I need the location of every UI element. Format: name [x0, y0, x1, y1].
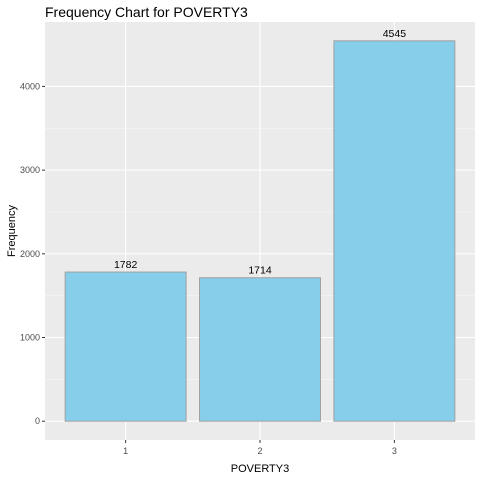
y-tick-label: 4000 [20, 81, 40, 91]
x-tick-label: 3 [392, 446, 397, 456]
data-labels: 1782 1714 4545 [114, 28, 406, 277]
bars [64, 40, 456, 422]
data-label-3: 4545 [383, 28, 407, 40]
y-tick-label: 3000 [20, 165, 40, 175]
bar-2 [199, 277, 321, 422]
y-tick-label: 2000 [20, 249, 40, 259]
data-label-1: 1782 [114, 259, 138, 271]
x-axis: 1 2 3 [123, 440, 397, 456]
x-tick-label: 2 [257, 446, 262, 456]
chart-title: Frequency Chart for POVERTY3 [45, 4, 248, 20]
y-axis: 0 1000 2000 3000 4000 [20, 81, 45, 426]
y-axis-title: Frequency [6, 205, 18, 257]
bar-1 [64, 271, 187, 422]
y-tick-label: 0 [35, 416, 40, 426]
y-tick-label: 1000 [20, 332, 40, 342]
data-label-2: 1714 [248, 265, 272, 277]
x-axis-title: POVERTY3 [231, 463, 290, 475]
bar-3 [333, 40, 456, 422]
x-tick-label: 1 [123, 446, 128, 456]
